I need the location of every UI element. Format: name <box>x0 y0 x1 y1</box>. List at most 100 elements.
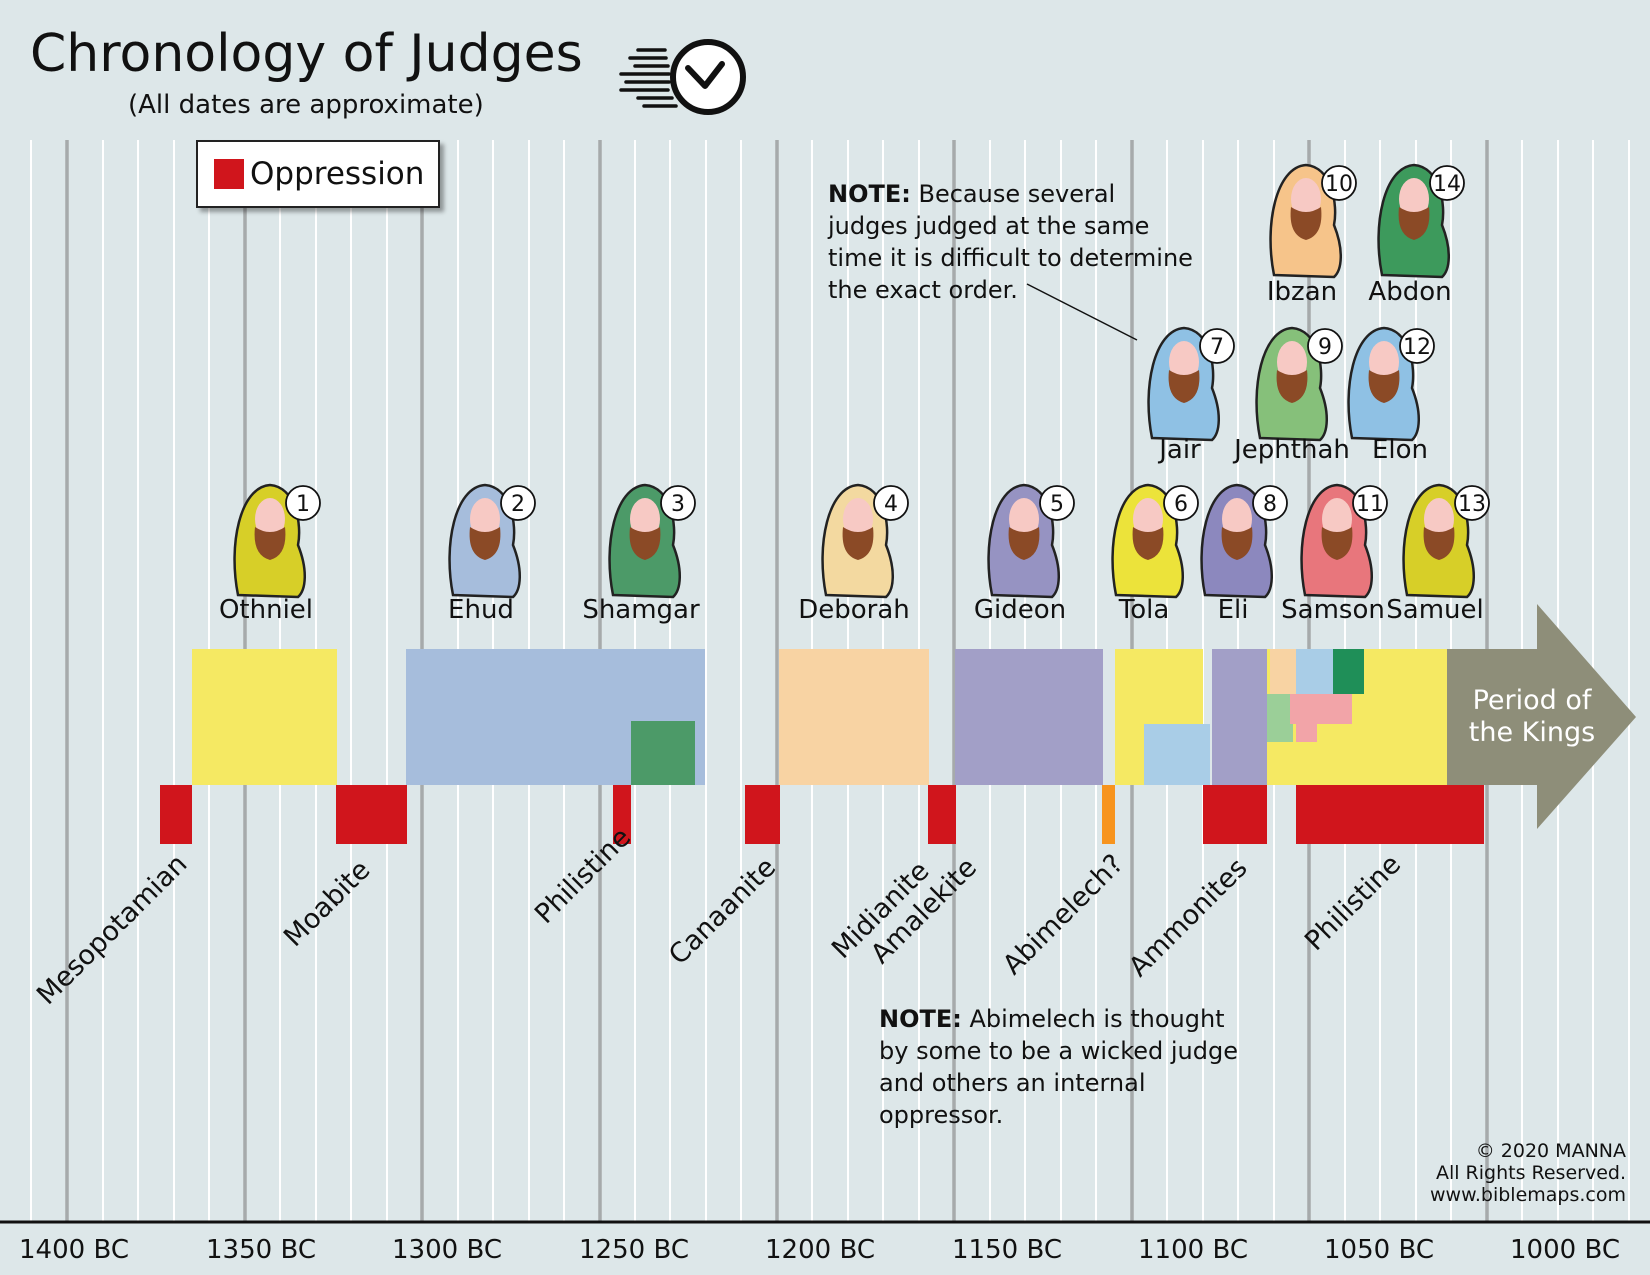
period-jephthah <box>1267 694 1293 742</box>
judge-number: 9 <box>1318 335 1332 360</box>
judge-number-badge: 9 <box>1307 328 1343 364</box>
judge-number-badge: 4 <box>873 485 909 521</box>
judge-number: 12 <box>1403 335 1431 360</box>
oppressor-label: Philistine <box>1299 849 1407 957</box>
judge-figure-icon <box>1111 483 1184 599</box>
axis-label: 1350 BC <box>206 1235 316 1265</box>
judge-figure-icon <box>233 483 306 599</box>
judge-figure-icon <box>987 483 1060 599</box>
judge-name: Deborah <box>798 595 910 625</box>
judge-number: 3 <box>671 492 685 517</box>
oppressor-label: Ammonites <box>1123 852 1253 982</box>
period-samson-2 <box>1296 724 1317 742</box>
oppressor-label: Canaanite <box>663 852 782 971</box>
judge-abdon: 14 Abdon <box>1368 163 1465 307</box>
judge-gideon: 5 Gideon <box>974 483 1075 625</box>
judge-jephthah: 9 Jephthah <box>1232 326 1350 465</box>
oppression-abimelech <box>1102 785 1115 844</box>
judge-ehud: 2 Ehud <box>448 483 536 625</box>
abimelech-note-text: Abimelech is thought by some to be a wic… <box>879 1005 1238 1129</box>
legend-swatch <box>214 159 244 189</box>
judge-number: 2 <box>511 492 525 517</box>
judge-number-badge: 11 <box>1352 485 1388 521</box>
period-ibzan <box>1270 649 1296 694</box>
period-gideon <box>955 649 1103 785</box>
clock-icon <box>619 39 746 115</box>
oppressor-label: Mesopotamian <box>31 848 193 1010</box>
judge-number: 6 <box>1174 492 1188 517</box>
judge-periods <box>192 649 1447 785</box>
judge-number: 4 <box>884 492 898 517</box>
judges-layer: 1 Othniel 2 Ehud 3 Shamgar 4 Deborah 5 Gideon 6 Tol… <box>219 163 1490 625</box>
judge-number-badge: 3 <box>660 485 696 521</box>
axis-label: 1050 BC <box>1324 1235 1434 1265</box>
judge-figure-icon <box>1200 483 1273 599</box>
judge-elon: 12 Elon <box>1347 326 1435 465</box>
judge-number: 8 <box>1263 492 1277 517</box>
judge-number-badge: 12 <box>1399 328 1435 364</box>
judge-name: Elon <box>1372 435 1428 465</box>
period-deborah <box>779 649 929 785</box>
judge-samuel: 13 Samuel <box>1386 483 1490 625</box>
note-leader-line <box>1026 283 1138 341</box>
judge-name: Samuel <box>1386 595 1483 625</box>
arrow-label-line2: the Kings <box>1469 717 1595 748</box>
judge-tola: 6 Tola <box>1111 483 1199 625</box>
period-shamgar <box>631 721 695 785</box>
order-note: NOTE: Because several judges judged at t… <box>828 178 1198 306</box>
judge-number: 1 <box>296 492 310 517</box>
judge-figure-icon <box>1147 326 1220 442</box>
abimelech-note: NOTE: Abimelech is thought by some to be… <box>879 1003 1259 1131</box>
judge-name: Jair <box>1157 435 1201 465</box>
oppression-canaanite <box>745 785 780 844</box>
period-elon <box>1296 649 1333 694</box>
copyright-line1: © 2020 MANNA <box>1475 1140 1626 1162</box>
judge-name: Abdon <box>1368 277 1451 307</box>
judge-figure-icon <box>608 483 681 599</box>
judge-figure-icon <box>1300 483 1373 599</box>
period-othniel <box>192 649 337 785</box>
judge-number: 14 <box>1433 172 1461 197</box>
oppression-blocks <box>160 785 1484 844</box>
judge-figure-icon <box>1377 163 1450 279</box>
oppressor-labels: Mesopotamian Moabite Philistine Canaanite Mi… <box>31 822 1407 1011</box>
judge-ibzan: 10 Ibzan <box>1267 163 1357 307</box>
abimelech-note-bold: NOTE: <box>879 1005 962 1033</box>
judge-number-badge: 10 <box>1321 165 1357 201</box>
judge-name: Gideon <box>974 595 1066 625</box>
judge-number-badge: 2 <box>500 485 536 521</box>
kings-arrow <box>1447 604 1636 829</box>
judge-number-badge: 6 <box>1163 485 1199 521</box>
judge-shamgar: 3 Shamgar <box>582 483 700 625</box>
oppression-philistine-2 <box>1296 785 1484 844</box>
judge-number-badge: 14 <box>1429 165 1465 201</box>
oppression-midianite <box>928 785 956 844</box>
judge-name: Eli <box>1218 595 1249 625</box>
oppression-ammonites <box>1203 785 1267 844</box>
judge-number: 7 <box>1210 335 1224 360</box>
oppression-mesopotamian <box>160 785 192 844</box>
judge-number-badge: 8 <box>1252 485 1288 521</box>
period-abdon <box>1333 649 1364 694</box>
legend-label: Oppression <box>250 156 425 192</box>
judge-name: Shamgar <box>582 595 700 625</box>
judge-figure-icon <box>1347 326 1420 442</box>
axis-label: 1150 BC <box>952 1235 1062 1265</box>
judge-name: Jephthah <box>1232 435 1350 465</box>
copyright-line2: All Rights Reserved. <box>1435 1162 1626 1184</box>
judge-name: Ehud <box>448 595 514 625</box>
order-note-text: Because several judges judged at the sam… <box>828 180 1193 304</box>
judge-samson: 11 Samson <box>1281 483 1388 625</box>
copyright-line3: www.biblemaps.com <box>1429 1184 1626 1206</box>
judge-eli: 8 Eli <box>1200 483 1288 625</box>
axis-label: 1400 BC <box>19 1235 129 1265</box>
oppressor-label: Philistine <box>529 822 637 930</box>
judge-name: Samson <box>1281 595 1385 625</box>
copyright: © 2020 MANNA All Rights Reserved. www.bi… <box>1366 1140 1626 1206</box>
oppressor-label: Abimelech? <box>997 848 1130 981</box>
period-jair <box>1144 724 1210 785</box>
legend: Oppression <box>196 140 440 208</box>
judge-name: Othniel <box>219 595 313 625</box>
